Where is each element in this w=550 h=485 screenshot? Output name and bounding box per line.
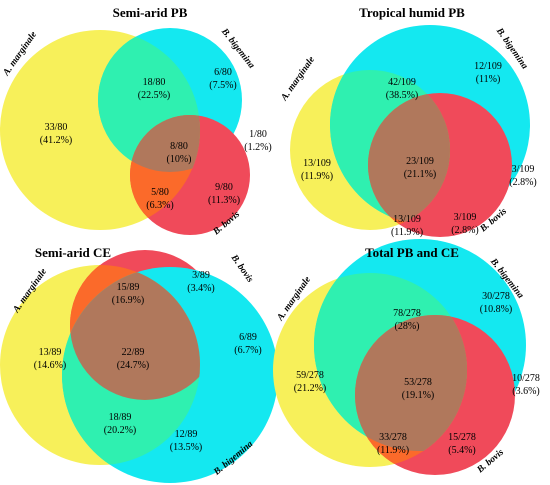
region-percent: (13.5%): [170, 442, 203, 453]
region-count: 13/109: [393, 214, 421, 225]
region-percent: (24.7%): [117, 360, 150, 371]
region-percent: (2.8%): [509, 177, 537, 188]
region-percent: (11.9%): [301, 171, 333, 182]
panel-title: Total PB and CE: [365, 245, 459, 260]
region-count: 33/278: [379, 432, 407, 443]
region-percent: (11.3%): [208, 195, 240, 206]
region-percent: (41.2%): [40, 135, 73, 146]
region-count: 3/109: [512, 164, 535, 175]
overlap-all-three: [368, 93, 450, 225]
overlap-all-three: [130, 115, 200, 172]
region-percent: (1.2%): [244, 142, 272, 153]
region-count: 13/109: [303, 158, 331, 169]
region-count: 30/278: [482, 291, 510, 302]
region-count: 33/80: [45, 122, 68, 133]
region-percent: (11.9%): [391, 227, 423, 238]
region-percent: (3.6%): [512, 386, 540, 397]
panel-title: Semi-arid CE: [35, 245, 111, 260]
region-percent: (5.4%): [448, 445, 476, 456]
region-count: 8/80: [170, 141, 188, 152]
region-count: 5/80: [151, 187, 169, 198]
region-percent: (11%): [476, 74, 501, 85]
region-percent: (3.4%): [187, 283, 215, 294]
overlap-all-three: [355, 315, 467, 451]
region-percent: (6.3%): [146, 200, 174, 211]
region-count: 13/89: [39, 347, 62, 358]
region-percent: (7.5%): [209, 80, 237, 91]
region-percent: (21.1%): [404, 169, 437, 180]
venn-panel-tropical-humid-pb: Tropical humid PB A. marginale B. bigemi…: [279, 5, 537, 238]
region-count: 3/89: [192, 270, 210, 281]
region-count: 12/109: [474, 61, 502, 72]
region-percent: (20.2%): [104, 425, 137, 436]
region-count: 22/89: [122, 347, 145, 358]
region-count: 18/80: [143, 77, 166, 88]
region-count: 42/109: [388, 77, 416, 88]
region-percent: (21.2%): [294, 383, 327, 394]
venn-panel-total-pb-and-ce: Total PB and CE A. marginale B. bigemina…: [273, 239, 540, 476]
overlap-all-three: [70, 267, 200, 400]
region-percent: (22.5%): [138, 90, 171, 101]
region-count: 10/278: [512, 373, 540, 384]
overlap-marginale-bigemina: [98, 30, 200, 172]
panel-title: Tropical humid PB: [359, 5, 465, 20]
region-percent: (10%): [167, 154, 192, 165]
region-count: 6/89: [239, 332, 257, 343]
region-percent: (11.9%): [377, 445, 409, 456]
region-count: 23/109: [406, 156, 434, 167]
region-percent: (2.8%): [451, 225, 479, 236]
region-percent: (38.5%): [386, 90, 419, 101]
region-count: 15/89: [117, 282, 140, 293]
region-percent: (19.1%): [402, 390, 435, 401]
region-percent: (14.6%): [34, 360, 67, 371]
region-percent: (6.7%): [234, 345, 262, 356]
region-percent: (16.9%): [112, 295, 145, 306]
venn-panel-semi-arid-pb: Semi-arid PB A. marginale B. bigemina B.…: [0, 5, 272, 238]
region-count: 6/80: [214, 67, 232, 78]
region-count: 18/89: [109, 412, 132, 423]
region-count: 12/89: [175, 429, 198, 440]
species-label-b-bovis: B. bovis: [228, 252, 255, 284]
region-count: 3/109: [454, 212, 477, 223]
region-count: 1/80: [249, 129, 267, 140]
region-count: 9/80: [215, 182, 233, 193]
venn-panel-semi-arid-ce: Semi-arid CE A. marginale B. bovis B. bi…: [0, 245, 278, 483]
panel-title: Semi-arid PB: [113, 5, 188, 20]
region-count: 59/278: [296, 370, 324, 381]
region-count: 15/278: [448, 432, 476, 443]
region-count: 78/278: [393, 308, 421, 319]
region-count: 53/278: [404, 377, 432, 388]
region-percent: (10.8%): [480, 304, 513, 315]
region-percent: (28%): [395, 321, 420, 332]
